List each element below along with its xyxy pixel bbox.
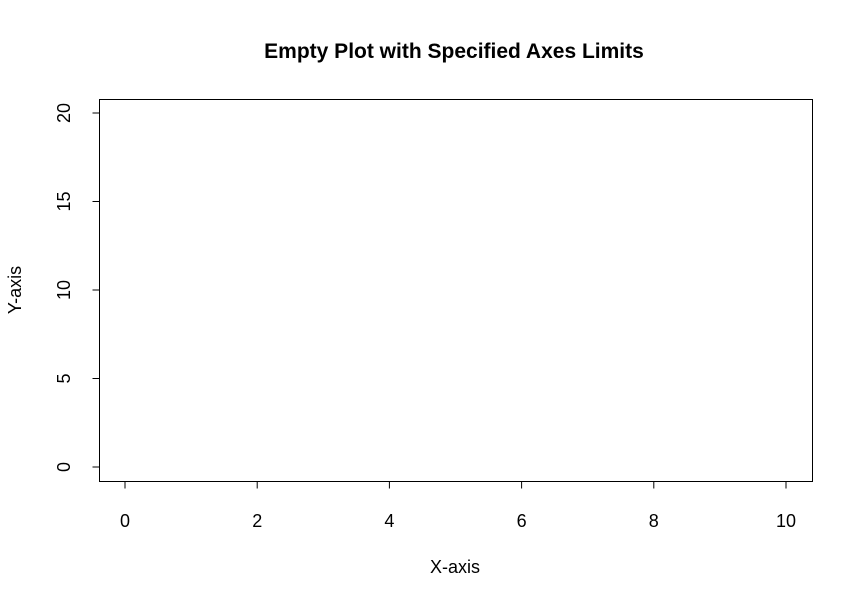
plot-frame	[99, 99, 813, 482]
y-tick-label: 5	[54, 373, 74, 383]
x-axis: 0 2 4 6 8 10	[120, 481, 796, 531]
x-tick-label: 6	[517, 511, 527, 531]
x-tick-label: 10	[776, 511, 796, 531]
chart-title: Empty Plot with Specified Axes Limits	[264, 40, 644, 63]
x-axis-label: X-axis	[430, 557, 480, 577]
x-tick-label: 4	[384, 511, 394, 531]
x-ticks: 0 2 4 6 8 10	[120, 481, 796, 531]
y-tick-label: 0	[54, 462, 74, 472]
x-tick-label: 0	[120, 511, 130, 531]
y-tick-label: 20	[54, 103, 74, 123]
y-axis-label: Y-axis	[5, 266, 25, 314]
x-tick-label: 2	[252, 511, 262, 531]
y-ticks: 0 5 10 15 20	[54, 103, 100, 472]
y-tick-label: 15	[54, 191, 74, 211]
y-tick-label: 10	[54, 280, 74, 300]
x-tick-label: 8	[649, 511, 659, 531]
y-axis: 0 5 10 15 20	[54, 103, 100, 472]
